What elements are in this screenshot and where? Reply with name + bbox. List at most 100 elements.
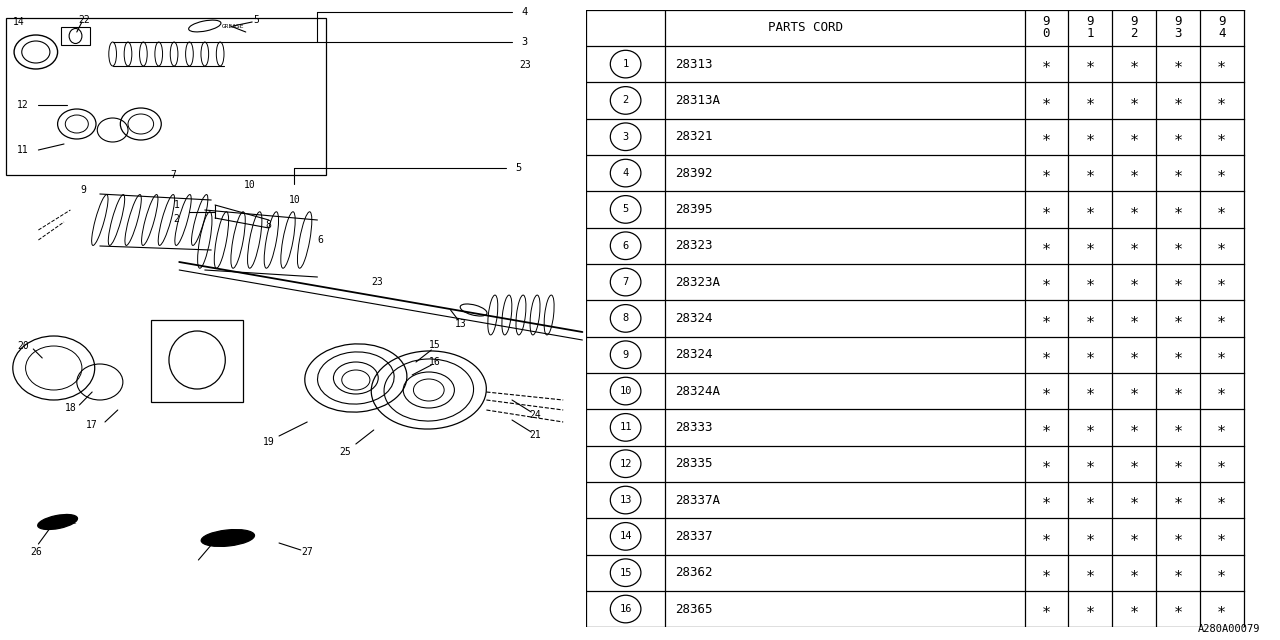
Text: ∗: ∗ xyxy=(1174,56,1183,72)
Text: 28362: 28362 xyxy=(676,566,713,579)
Text: 9
4: 9 4 xyxy=(1219,15,1225,40)
Text: ∗: ∗ xyxy=(1129,311,1139,326)
Text: 27: 27 xyxy=(301,547,314,557)
Text: ∗: ∗ xyxy=(1174,348,1183,362)
Text: 28324A: 28324A xyxy=(676,385,721,397)
Text: ∗: ∗ xyxy=(1174,311,1183,326)
Text: ∗: ∗ xyxy=(1085,56,1094,72)
Text: 4: 4 xyxy=(622,168,628,178)
Text: 16: 16 xyxy=(620,604,632,614)
Text: ∗: ∗ xyxy=(1174,565,1183,580)
Text: 23: 23 xyxy=(371,277,384,287)
Text: ∗: ∗ xyxy=(1085,456,1094,471)
Text: ∗: ∗ xyxy=(1129,383,1139,399)
Text: ∗: ∗ xyxy=(1129,456,1139,471)
Text: 1: 1 xyxy=(622,59,628,69)
Text: 28392: 28392 xyxy=(676,166,713,180)
Text: 9: 9 xyxy=(81,185,86,195)
Text: 28323: 28323 xyxy=(676,239,713,252)
Text: ∗: ∗ xyxy=(1129,420,1139,435)
Text: ∗: ∗ xyxy=(1085,238,1094,253)
Text: 28313: 28313 xyxy=(676,58,713,70)
Text: ∗: ∗ xyxy=(1174,93,1183,108)
Text: 12: 12 xyxy=(620,459,632,468)
Text: ∗: ∗ xyxy=(1174,129,1183,144)
Text: ∗: ∗ xyxy=(1174,602,1183,616)
Text: 3: 3 xyxy=(522,37,527,47)
Text: 1: 1 xyxy=(174,200,179,210)
Text: 14: 14 xyxy=(620,531,632,541)
Text: 28333: 28333 xyxy=(676,421,713,434)
Text: ∗: ∗ xyxy=(1174,456,1183,471)
Bar xyxy=(6,18,326,175)
Text: ∗: ∗ xyxy=(1042,493,1051,508)
Text: ∗: ∗ xyxy=(1129,238,1139,253)
Text: 28313A: 28313A xyxy=(676,94,721,107)
Text: ∗: ∗ xyxy=(1217,93,1226,108)
Text: ∗: ∗ xyxy=(1217,202,1226,217)
Text: ∗: ∗ xyxy=(1042,129,1051,144)
Text: ∗: ∗ xyxy=(1042,529,1051,544)
Text: ∗: ∗ xyxy=(1042,238,1051,253)
Text: 4: 4 xyxy=(522,7,527,17)
Text: ∗: ∗ xyxy=(1129,529,1139,544)
Text: ∗: ∗ xyxy=(1174,238,1183,253)
Text: ∗: ∗ xyxy=(1085,93,1094,108)
Text: ∗: ∗ xyxy=(1174,529,1183,544)
Text: ∗: ∗ xyxy=(1217,602,1226,616)
Text: ∗: ∗ xyxy=(1085,565,1094,580)
Text: 3: 3 xyxy=(622,132,628,141)
Text: ∗: ∗ xyxy=(1174,202,1183,217)
Text: 26: 26 xyxy=(29,547,42,557)
Text: ∗: ∗ xyxy=(1129,166,1139,180)
Text: PARTS CORD: PARTS CORD xyxy=(768,21,842,35)
Text: ∗: ∗ xyxy=(1085,275,1094,289)
Text: 5: 5 xyxy=(516,163,521,173)
Text: 25: 25 xyxy=(339,447,352,457)
Text: 10: 10 xyxy=(620,386,632,396)
Text: ∗: ∗ xyxy=(1217,311,1226,326)
Text: GREASE: GREASE xyxy=(221,24,244,29)
Text: ∗: ∗ xyxy=(1129,275,1139,289)
Text: 5: 5 xyxy=(622,204,628,214)
Text: 2: 2 xyxy=(622,95,628,106)
Text: ∗: ∗ xyxy=(1129,493,1139,508)
Text: ∗: ∗ xyxy=(1217,238,1226,253)
Text: ∗: ∗ xyxy=(1217,493,1226,508)
Text: 8: 8 xyxy=(266,220,271,230)
Text: 28395: 28395 xyxy=(676,203,713,216)
Text: ∗: ∗ xyxy=(1174,493,1183,508)
Text: ∗: ∗ xyxy=(1217,383,1226,399)
Text: ∗: ∗ xyxy=(1085,348,1094,362)
Text: 28337: 28337 xyxy=(676,530,713,543)
Text: 7: 7 xyxy=(170,170,175,180)
Text: GREASE: GREASE xyxy=(58,520,78,525)
Bar xyxy=(61,27,90,45)
Text: ∗: ∗ xyxy=(1042,56,1051,72)
Text: ∗: ∗ xyxy=(1085,311,1094,326)
Text: ∗: ∗ xyxy=(1217,166,1226,180)
Text: ∗: ∗ xyxy=(1085,383,1094,399)
Text: 28321: 28321 xyxy=(676,131,713,143)
Text: ∗: ∗ xyxy=(1174,275,1183,289)
Text: ∗: ∗ xyxy=(1085,166,1094,180)
Text: 8: 8 xyxy=(622,314,628,323)
Text: A280A00079: A280A00079 xyxy=(1198,623,1261,634)
Text: 16: 16 xyxy=(429,357,442,367)
Text: 9
2: 9 2 xyxy=(1130,15,1138,40)
Text: 15: 15 xyxy=(429,340,442,350)
Text: ∗: ∗ xyxy=(1129,202,1139,217)
Text: ∗: ∗ xyxy=(1129,602,1139,616)
Text: 10: 10 xyxy=(288,195,301,205)
Text: ∗: ∗ xyxy=(1129,565,1139,580)
Text: 7: 7 xyxy=(622,277,628,287)
Text: 19: 19 xyxy=(262,437,275,447)
Text: ∗: ∗ xyxy=(1042,383,1051,399)
Text: ∗: ∗ xyxy=(1085,602,1094,616)
Text: 28337A: 28337A xyxy=(676,493,721,506)
Text: 28324: 28324 xyxy=(676,312,713,325)
Text: ∗: ∗ xyxy=(1217,420,1226,435)
Text: ∗: ∗ xyxy=(1042,166,1051,180)
Text: ∗: ∗ xyxy=(1085,420,1094,435)
Text: 14: 14 xyxy=(13,17,26,27)
